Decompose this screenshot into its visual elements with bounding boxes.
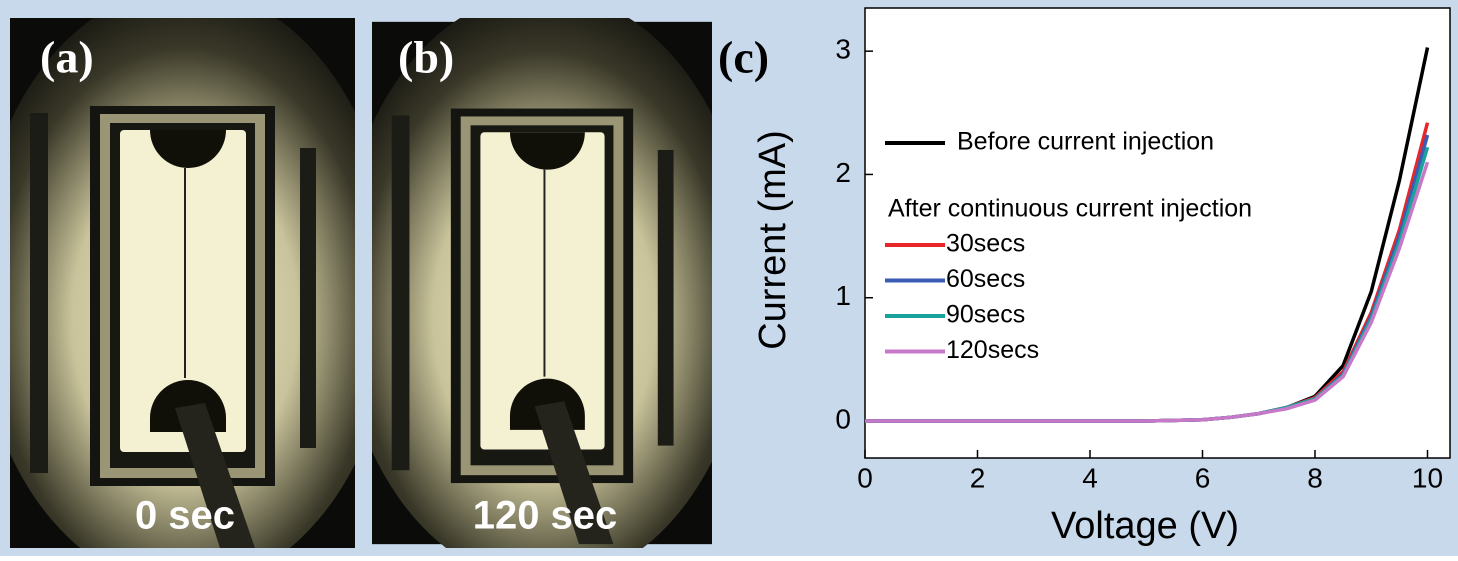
x-tick-label: 4: [1082, 462, 1098, 493]
plot-area: [864, 7, 1451, 459]
y-tick-label: 2: [835, 157, 851, 188]
panel-caption: 120 sec: [473, 494, 618, 538]
legend-label: 90secs: [946, 301, 1025, 329]
legend-annotation: After continuous current injection: [888, 195, 1252, 223]
x-axis-label: Voltage (V): [1051, 505, 1239, 547]
y-axis-label: Current (mA): [752, 130, 794, 350]
legend-label: 60secs: [946, 265, 1025, 293]
x-tick-label: 2: [970, 462, 986, 493]
photo-a: [10, 18, 355, 548]
x-tick-label: 0: [857, 462, 873, 493]
panel-label: (c): [718, 32, 769, 83]
panel-label: (b): [398, 32, 454, 83]
x-tick-label: 10: [1412, 462, 1443, 493]
photo-b: [372, 18, 712, 548]
legend-label: 120secs: [946, 336, 1039, 364]
data-line: [865, 161, 1430, 423]
legend-label: 30secs: [946, 230, 1025, 258]
x-tick-label: 8: [1307, 462, 1323, 493]
y-tick-label: 3: [835, 34, 851, 65]
x-tick-label: 6: [1195, 462, 1211, 493]
panel-caption: 0 sec: [135, 494, 235, 538]
legend-label: Before current injection: [957, 128, 1214, 156]
y-tick-label: 0: [835, 403, 851, 434]
y-tick-label: 1: [835, 280, 851, 311]
panel-label: (a): [40, 32, 94, 83]
